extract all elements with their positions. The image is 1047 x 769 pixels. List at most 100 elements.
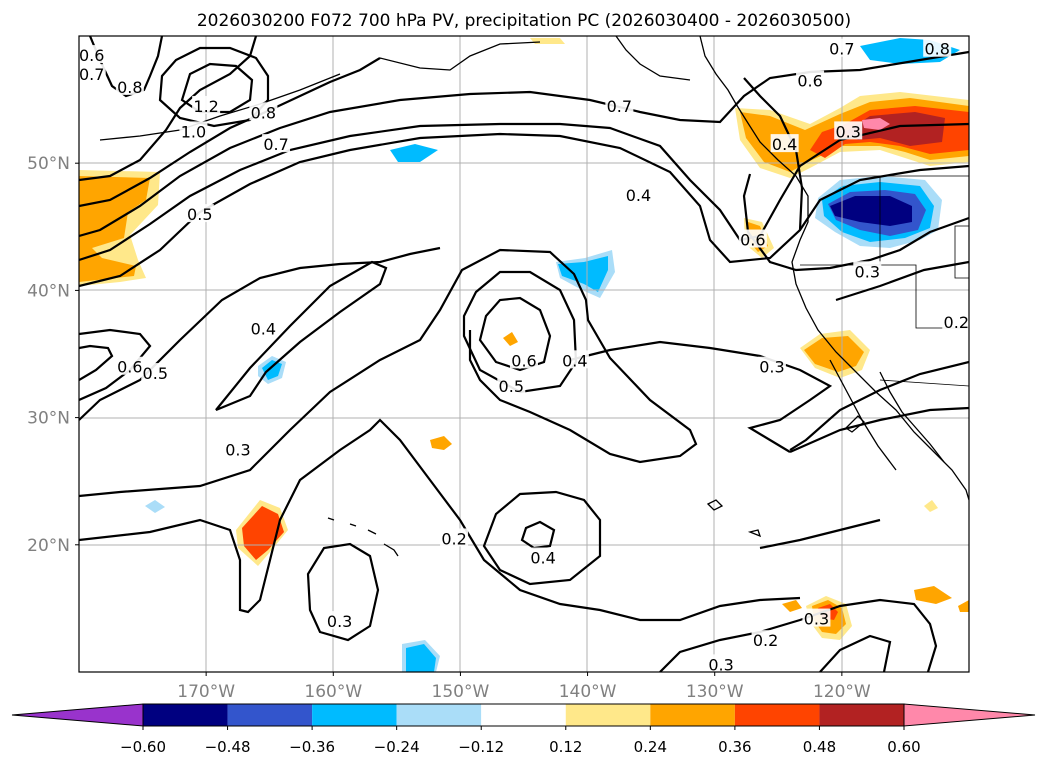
pv-contour	[742, 173, 969, 272]
coastline	[615, 36, 691, 81]
pv-label-bg	[707, 654, 736, 673]
colorbar-frame	[142, 703, 905, 727]
pv-contour	[79, 246, 441, 421]
border	[954, 225, 969, 279]
pv-contour-label: 0.3	[327, 612, 352, 631]
colorbar-tick-label: −0.24	[374, 738, 420, 756]
map-frame	[78, 35, 970, 673]
colorbar-segment	[565, 704, 651, 726]
pv-contour-label: 0.5	[187, 205, 212, 224]
colorbar-tick-label: −0.12	[458, 738, 504, 756]
colorbar-segment	[227, 704, 313, 726]
pv-contour-label: 0.6	[117, 358, 142, 377]
y-tick-label: 40°N	[27, 281, 70, 301]
pv-label-bg	[624, 185, 653, 203]
pv-label-bg	[77, 64, 106, 83]
pv-label-bg	[738, 229, 767, 248]
precip-patch	[406, 644, 436, 672]
pv-contour	[478, 296, 552, 372]
colorbar-tick-label: −0.36	[289, 738, 335, 756]
precip-patch	[390, 144, 438, 162]
pv-contour-label: 0.3	[855, 262, 880, 281]
island	[747, 529, 762, 538]
x-axis: 170°W 160°W 150°W 140°W 130°W 120°W	[177, 672, 871, 702]
pv-label-bg	[249, 102, 278, 121]
x-tick-label: 150°W	[432, 682, 490, 702]
chart-title: 2026030200 F072 700 hPa PV, precipitatio…	[197, 11, 851, 31]
pv-contour-label: 0.6	[511, 351, 536, 370]
pv-contour-label: 0.7	[79, 65, 104, 84]
precip-patch	[830, 196, 912, 226]
colorbar-segment	[650, 704, 735, 726]
pv-label-bg	[440, 528, 469, 547]
precip-patch	[782, 600, 802, 612]
pv-contour-label: 0.2	[944, 313, 969, 332]
y-tick-label: 30°N	[27, 409, 70, 429]
pv-contour	[79, 248, 698, 498]
x-tick-label: 130°W	[686, 682, 744, 702]
colorbar-tick-label: 0.36	[718, 738, 751, 756]
x-tick-label: 140°W	[559, 682, 617, 702]
precip-patch	[924, 500, 938, 512]
pv-label-bg	[325, 611, 354, 630]
colorbar-tick-label: 0.60	[887, 738, 920, 756]
pv-label-bg	[853, 261, 882, 280]
pv-contour-label: 0.2	[441, 529, 466, 548]
pv-contour-label: 0.3	[804, 610, 829, 629]
colorbar-segment	[481, 704, 566, 726]
pv-label-bg	[751, 630, 780, 649]
colorbar-tick-label: −0.48	[205, 738, 251, 756]
pv-label-bg	[192, 95, 221, 114]
x-tick-label: 120°W	[813, 682, 871, 702]
pv-contour-label: 0.3	[759, 358, 784, 377]
pv-label-bg	[497, 375, 526, 394]
pv-label-bg	[510, 350, 538, 369]
pv-contour	[79, 418, 801, 622]
pv-contour	[79, 328, 152, 402]
precip-patch	[958, 600, 969, 612]
precip-patch	[503, 332, 518, 346]
pv-contour	[306, 542, 380, 642]
precip-patch	[242, 506, 284, 560]
pv-label-bg	[77, 45, 106, 64]
pv-contour-label: 0.7	[263, 135, 288, 154]
pv-label-bg	[560, 350, 589, 369]
colorbar-tick-label: 0.24	[634, 738, 667, 756]
pv-label-bg	[262, 134, 291, 153]
pv-contour-label: 0.2	[753, 631, 778, 650]
pv-contour	[79, 36, 258, 182]
pv-label-bg	[757, 356, 786, 375]
pv-contour	[759, 518, 881, 550]
pv-contour-label: 1.0	[181, 122, 206, 141]
pv-contour	[743, 77, 804, 231]
pv-contour-label: 0.4	[530, 549, 555, 568]
pv-label-bg	[249, 318, 278, 337]
pv-label-bg	[942, 312, 971, 331]
pv-label-bg	[179, 121, 208, 140]
colorbar: −0.60 −0.48 −0.36 −0.24 −0.12 0.12 0.24 0.36 0.4…	[11, 703, 1036, 756]
pv-contour-label: 0.8	[924, 40, 949, 59]
pv-contour-label: 0.4	[626, 186, 651, 205]
precip-patch	[558, 256, 608, 292]
pv-contour-label: 0.6	[79, 46, 104, 65]
coastline	[879, 371, 945, 463]
pv-contour-label: 1.2	[193, 97, 218, 116]
colorbar-segment	[734, 704, 820, 726]
pv-contour-label: 0.8	[117, 78, 142, 97]
pv-contour	[789, 360, 969, 451]
pv-label-bg	[115, 356, 144, 375]
pv-contour	[79, 344, 114, 381]
precip-patch	[530, 38, 565, 44]
pv-label-bg	[796, 70, 825, 89]
island	[706, 499, 724, 511]
x-tick-label: 170°W	[177, 682, 235, 702]
pv-label-bg	[529, 547, 558, 566]
pv-contour	[835, 260, 969, 302]
pv-label-bg	[605, 95, 634, 114]
border	[879, 379, 969, 387]
colorbar-extend-high	[903, 703, 1036, 727]
pv-contour-labels: 0.80.70.61.21.00.80.70.50.40.70.60.7 0.80…	[77, 38, 971, 674]
pv-contour-label: 0.4	[772, 135, 797, 154]
colorbar-segment	[819, 704, 904, 726]
pv-contour	[569, 340, 833, 453]
